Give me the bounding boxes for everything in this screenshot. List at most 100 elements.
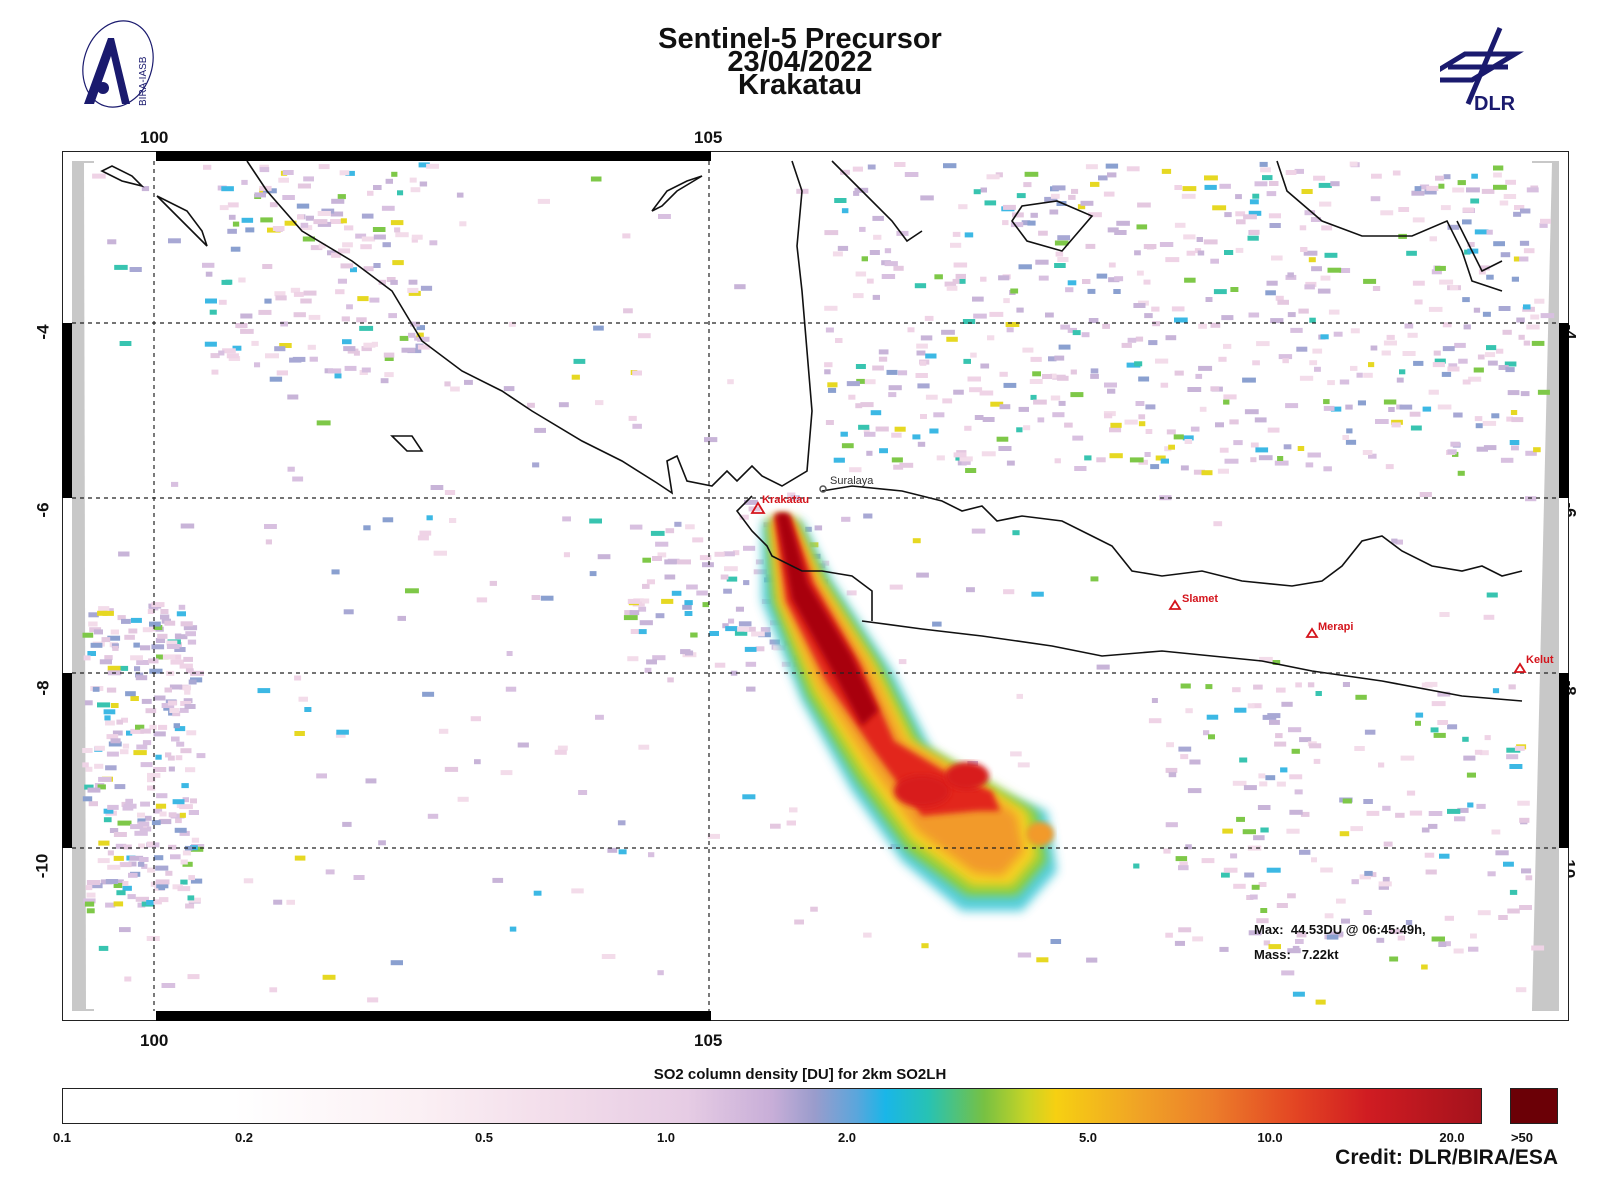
noise-pixel xyxy=(141,698,152,704)
noise-pixel xyxy=(1262,175,1273,181)
noise-pixel xyxy=(147,609,155,614)
noise-pixel xyxy=(1269,719,1280,725)
noise-pixel xyxy=(770,823,781,829)
noise-pixel xyxy=(1280,767,1288,773)
lingga-islands xyxy=(651,175,703,212)
noise-pixel xyxy=(733,550,740,556)
volcano-slamet[interactable]: Slamet xyxy=(1168,593,1218,610)
noise-pixel xyxy=(1287,272,1294,278)
noise-pixel xyxy=(840,431,848,437)
noise-pixel xyxy=(110,738,121,744)
noise-pixel xyxy=(444,766,459,772)
noise-pixel xyxy=(1269,223,1281,228)
noise-pixel xyxy=(1247,703,1255,709)
noise-pixel xyxy=(1507,908,1520,914)
noise-pixel xyxy=(1215,422,1224,428)
noise-pixel xyxy=(331,252,341,258)
noise-pixel xyxy=(153,808,163,814)
noise-pixel xyxy=(275,295,287,301)
noise-pixel xyxy=(274,346,286,352)
noise-pixel xyxy=(1508,684,1516,690)
noise-pixel xyxy=(1203,239,1218,245)
noise-pixel xyxy=(1441,371,1452,377)
noise-pixel xyxy=(578,790,588,795)
noise-pixel xyxy=(1506,416,1513,422)
noise-pixel xyxy=(1096,273,1108,279)
volcano-label-merapi: Merapi xyxy=(1318,621,1353,633)
volcano-label-krakatau: Krakatau xyxy=(762,494,809,506)
noise-pixel xyxy=(1133,863,1140,869)
noise-pixel xyxy=(309,356,318,362)
colorbar-tick-20.0: 20.0 xyxy=(1439,1130,1465,1145)
noise-pixel xyxy=(607,847,618,853)
noise-pixel xyxy=(297,183,311,189)
noise-pixel xyxy=(898,659,907,665)
noise-pixel xyxy=(1166,429,1176,435)
noise-pixel xyxy=(744,626,756,632)
noise-pixel xyxy=(168,812,177,818)
noise-pixel xyxy=(702,602,709,608)
noise-pixel xyxy=(408,279,418,285)
noise-pixel xyxy=(1482,311,1491,317)
noise-pixel xyxy=(1345,404,1353,410)
noise-pixel xyxy=(557,745,568,751)
noise-pixel xyxy=(1224,458,1239,464)
noise-pixel xyxy=(685,524,695,530)
volcano-merapi[interactable]: Merapi xyxy=(1305,621,1353,638)
noise-pixel xyxy=(532,462,540,468)
noise-pixel xyxy=(346,304,353,310)
noise-pixel xyxy=(864,379,876,385)
noise-pixel xyxy=(470,716,481,722)
noise-pixel xyxy=(107,864,121,870)
volcano-krakatau[interactable]: Krakatau xyxy=(750,494,809,514)
noise-pixel xyxy=(1085,243,1096,249)
noise-pixel xyxy=(334,373,342,379)
noise-pixel xyxy=(187,895,195,901)
noise-pixel xyxy=(1165,932,1173,938)
noise-pixel xyxy=(1357,400,1366,406)
noise-pixel xyxy=(159,811,167,817)
noise-pixel xyxy=(330,211,344,217)
noise-pixel xyxy=(1252,360,1260,366)
noise-pixel xyxy=(90,642,103,648)
noise-pixel xyxy=(180,748,192,754)
noise-pixel xyxy=(331,198,345,204)
noise-pixel xyxy=(171,481,179,487)
noise-pixel xyxy=(1258,773,1266,779)
noise-pixel xyxy=(1474,229,1489,235)
noise-pixel xyxy=(1487,871,1496,877)
noise-pixel xyxy=(744,646,757,652)
noise-pixel xyxy=(629,610,640,616)
noise-pixel xyxy=(159,897,169,903)
noise-pixel xyxy=(1309,317,1316,323)
noise-pixel xyxy=(1487,360,1498,366)
noise-pixel xyxy=(943,163,957,169)
noise-pixel xyxy=(1178,927,1192,933)
noise-pixel xyxy=(381,205,395,211)
lon-tick-bottom-105: 105 xyxy=(694,1031,723,1050)
noise-pixel xyxy=(141,186,150,192)
noise-pixel xyxy=(135,675,148,681)
noise-pixel xyxy=(1242,377,1256,383)
noise-pixel xyxy=(1006,460,1015,466)
noise-pixel xyxy=(284,220,297,226)
noise-pixel xyxy=(1342,682,1350,687)
volcano-kelut[interactable]: Kelut xyxy=(1513,654,1554,673)
noise-pixel xyxy=(1187,387,1202,392)
noise-pixel xyxy=(1486,274,1494,280)
noise-pixel xyxy=(1364,870,1373,876)
noise-pixel xyxy=(1010,751,1022,757)
noise-pixel xyxy=(996,436,1009,442)
noise-pixel xyxy=(1021,220,1031,226)
noise-pixel xyxy=(1277,456,1284,461)
noise-pixel xyxy=(1165,822,1178,828)
dlr-logo-text: DLR xyxy=(1474,93,1516,114)
noise-pixel xyxy=(1419,492,1432,497)
noise-pixel xyxy=(657,552,667,558)
noise-pixel xyxy=(292,476,304,482)
city-suralaya[interactable]: Suralaya xyxy=(819,475,874,493)
noise-pixel xyxy=(622,233,631,239)
noise-pixel xyxy=(172,654,182,660)
noise-pixel xyxy=(1493,241,1505,247)
noise-pixel xyxy=(1506,754,1519,760)
